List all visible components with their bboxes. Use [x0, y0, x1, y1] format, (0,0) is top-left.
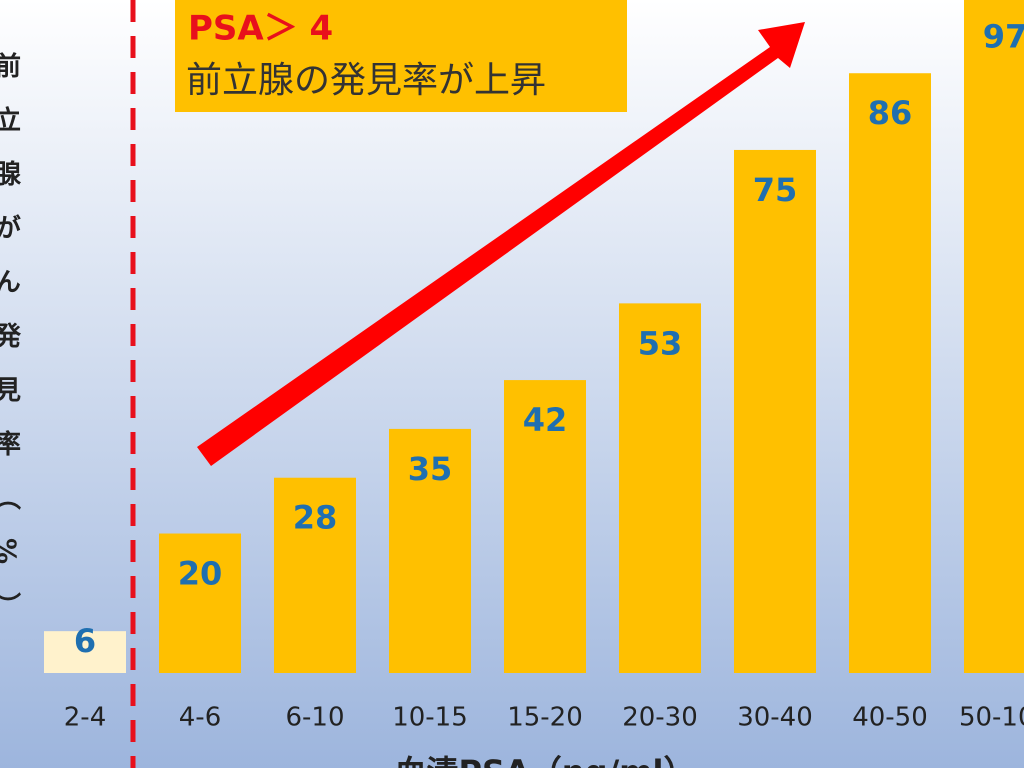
x-axis-label: 血清PSA（ng/ml）: [395, 753, 696, 768]
bar: [504, 380, 586, 673]
x-tick-label: 2-4: [64, 703, 106, 733]
bar: [389, 428, 471, 673]
x-tick-label: 15-20: [507, 703, 583, 733]
value-label: 53: [638, 324, 683, 362]
annotation-box: [175, 0, 627, 112]
y-axis-label: 前立腺がん発見率（%）: [0, 51, 22, 646]
bar: [44, 631, 126, 673]
bar: [734, 149, 816, 674]
value-label: 86: [868, 94, 913, 132]
x-tick-label: 10-15: [392, 703, 468, 733]
x-tick-label: 20-30: [622, 703, 698, 733]
value-label: 75: [753, 171, 798, 209]
value-label: 42: [523, 401, 568, 439]
bar: [619, 303, 701, 673]
bar: [159, 533, 241, 673]
x-tick-label: 40-50: [852, 703, 928, 733]
value-label: 6: [74, 622, 96, 660]
x-tick-label: 50-100: [959, 703, 1024, 733]
value-label: 97: [983, 18, 1024, 56]
annotation-title: PSA＞ 4: [188, 9, 333, 49]
annotation-text: 前立腺の発見率が上昇: [186, 60, 546, 101]
x-tick-label: 6-10: [285, 703, 344, 733]
value-label: 28: [293, 499, 338, 537]
value-label: 20: [178, 555, 223, 593]
bar: [849, 73, 931, 674]
x-tick-label: 30-40: [737, 703, 813, 733]
trend-arrow: [197, 22, 805, 466]
bar: [274, 477, 356, 673]
bar: [964, 0, 1024, 674]
x-tick-label: 4-6: [179, 703, 221, 733]
value-label: 35: [408, 450, 453, 488]
